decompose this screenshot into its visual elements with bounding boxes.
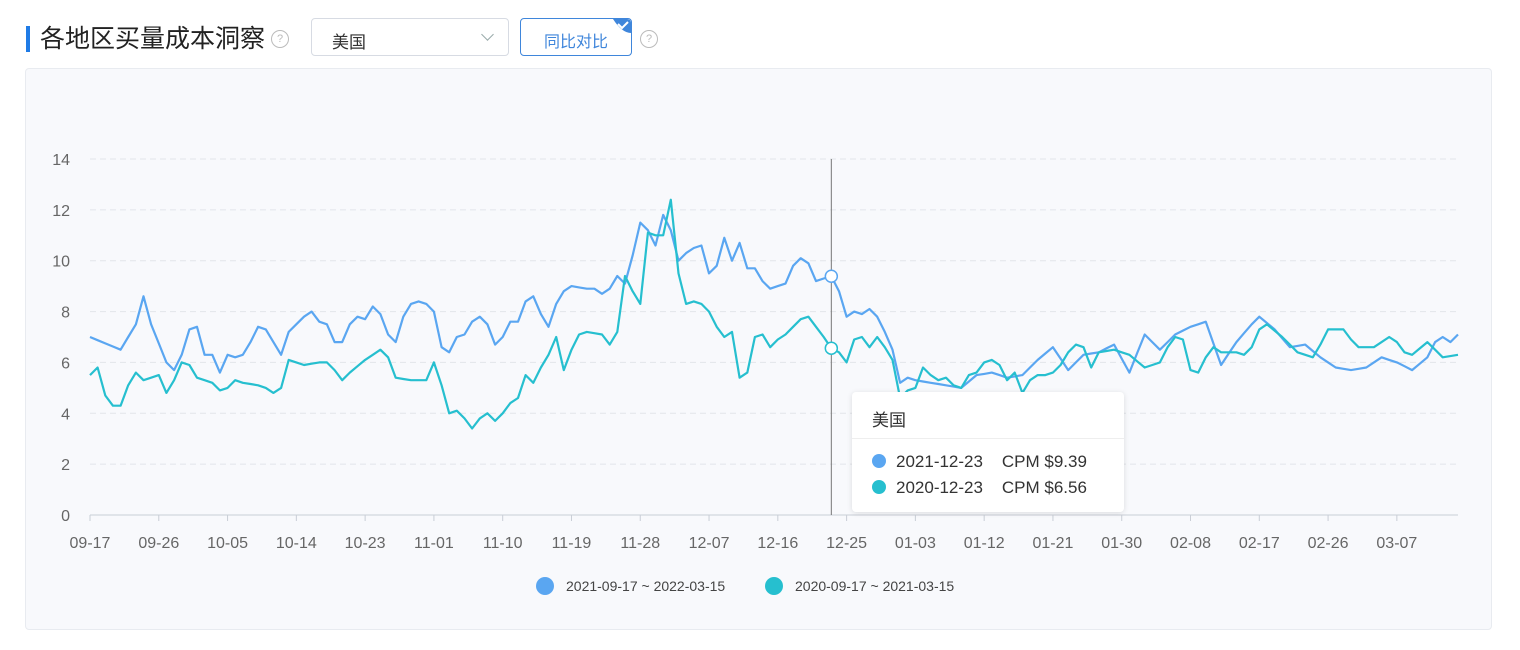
y-tick-label: 8 (61, 305, 70, 322)
x-tick-label: 12-25 (826, 535, 867, 552)
y-tick-label: 6 (61, 355, 70, 372)
tooltip-value: $9.39 (1044, 452, 1087, 471)
x-tick-label: 09-26 (138, 535, 179, 552)
x-tick-label: 11-01 (414, 535, 454, 552)
page-title: 各地区买量成本洞察 (40, 25, 266, 53)
y-tick-label: 12 (52, 203, 70, 220)
tooltip-value: $6.56 (1044, 478, 1087, 497)
x-tick-label: 02-08 (1170, 535, 1211, 552)
series-dot-icon (872, 454, 886, 468)
tooltip-divider (852, 438, 1124, 439)
x-tick-label: 11-10 (483, 535, 523, 552)
region-select-value: 美国 (332, 33, 366, 52)
region-select[interactable]: 美国 (311, 18, 509, 56)
x-tick-label: 10-05 (207, 535, 248, 552)
x-tick-label: 10-23 (345, 535, 386, 552)
yoy-compare-toggle[interactable]: 同比对比 (520, 18, 632, 56)
x-tick-label: 02-26 (1308, 535, 1349, 552)
help-icon[interactable]: ? (640, 30, 658, 48)
chart-tooltip: 美国 2021-12-23 CPM $9.39 2020-12-23 CPM $… (852, 392, 1124, 512)
x-tick-label: 01-12 (964, 535, 1005, 552)
x-tick-label: 01-03 (895, 535, 936, 552)
legend-label-1: 2020-09-17 ~ 2021-03-15 (795, 578, 954, 594)
y-tick-label: 10 (52, 254, 70, 271)
legend-marker-1 (765, 577, 783, 595)
tooltip-date: 2021-12-23 (896, 452, 983, 471)
legend-marker-0 (536, 577, 554, 595)
y-tick-label: 4 (61, 406, 70, 423)
x-tick-label: 11-19 (552, 535, 592, 552)
legend-label-0: 2021-09-17 ~ 2022-03-15 (566, 578, 725, 594)
help-icon[interactable]: ? (271, 30, 289, 48)
x-tick-label: 03-07 (1376, 535, 1417, 552)
series-dot-icon (872, 480, 886, 494)
checkmark-icon (613, 19, 631, 33)
y-tick-label: 0 (61, 508, 70, 525)
x-tick-label: 11-28 (620, 535, 660, 552)
yoy-compare-label: 同比对比 (543, 34, 608, 51)
hover-point-1 (824, 341, 839, 355)
hover-point-0 (824, 269, 839, 283)
chart-panel (25, 68, 1492, 630)
x-tick-label: 10-14 (276, 535, 317, 552)
x-tick-label: 01-30 (1101, 535, 1142, 552)
tooltip-row-current: 2021-12-23 CPM $9.39 (872, 452, 1087, 472)
x-tick-label: 01-21 (1032, 535, 1073, 552)
x-tick-label: 09-17 (70, 535, 111, 552)
tooltip-metric: CPM (1001, 452, 1040, 471)
tooltip-date: 2020-12-23 (896, 478, 983, 497)
tooltip-metric: CPM (1001, 478, 1040, 497)
y-tick-label: 2 (61, 457, 70, 474)
y-tick-label: 14 (52, 152, 70, 169)
tooltip-title: 美国 (872, 411, 906, 430)
x-tick-label: 12-16 (757, 535, 798, 552)
title-accent-bar (26, 26, 30, 52)
tooltip-row-previous: 2020-12-23 CPM $6.56 (872, 478, 1087, 498)
x-tick-label: 12-07 (689, 535, 730, 552)
series-line-1 (89, 198, 1459, 430)
x-tick-label: 02-17 (1239, 535, 1280, 552)
